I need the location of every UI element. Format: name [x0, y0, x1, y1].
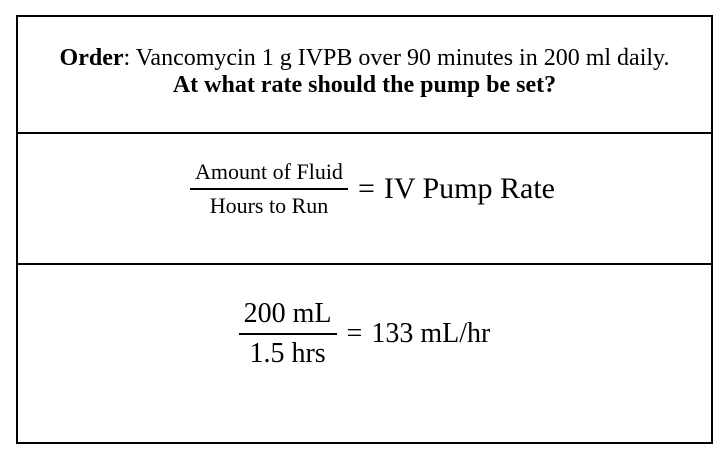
calculation-equals-sign: =: [346, 317, 363, 349]
calculation-denominator: 1.5 hrs: [249, 337, 326, 369]
formula-equals-sign: =: [357, 171, 375, 205]
calculation-numerator: 200 mL: [238, 298, 337, 335]
formula-result-group: = IV Pump Rate: [358, 172, 555, 206]
calculation-row: 200 mL 1.5 hrs = 133 mL/hr: [18, 265, 711, 442]
formula-result: IV Pump Rate: [383, 171, 555, 205]
formula-denominator: Hours to Run: [209, 192, 329, 218]
formula-equation: Amount of Fluid Hours to Run = IV Pump R…: [190, 159, 555, 219]
calculation-result-group: = 133 mL/hr: [347, 318, 491, 350]
order-text: Order: Vancomycin 1 g IVPB over 90 minut…: [60, 45, 670, 72]
formula-numerator: Amount of Fluid: [190, 159, 348, 190]
calculation-result: 133 mL/hr: [371, 317, 491, 349]
order-description: : Vancomycin 1 g IVPB over 90 minutes in…: [123, 44, 670, 71]
order-label: Order: [59, 44, 124, 71]
formula-fraction: Amount of Fluid Hours to Run: [190, 159, 348, 219]
dosage-worksheet-table: Order: Vancomycin 1 g IVPB over 90 minut…: [16, 15, 713, 444]
order-row: Order: Vancomycin 1 g IVPB over 90 minut…: [18, 17, 711, 134]
formula-row: Amount of Fluid Hours to Run = IV Pump R…: [18, 134, 711, 265]
calculation-fraction: 200 mL 1.5 hrs: [238, 298, 337, 370]
calculation-equation: 200 mL 1.5 hrs = 133 mL/hr: [238, 298, 491, 370]
question-text: At what rate should the pump be set?: [172, 71, 557, 98]
